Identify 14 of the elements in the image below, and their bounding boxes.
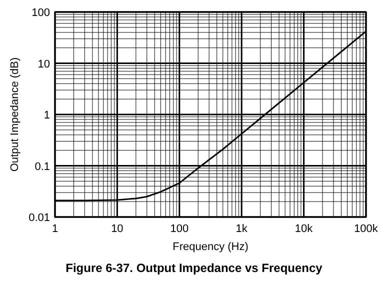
x-tick-label: 1k (236, 223, 248, 235)
y-tick-label: 0.1 (34, 160, 50, 173)
y-tick-label: 0.01 (28, 212, 50, 224)
x-tick-label: 100 (170, 223, 189, 235)
y-tick-label: 100 (32, 7, 50, 19)
y-tick-label: 1 (44, 110, 50, 122)
x-tick-label: 10 (111, 223, 124, 235)
text: Figure 6-37. Output Impedance vs Frequency (66, 261, 323, 275)
x-tick-label: 1 (52, 223, 58, 235)
x-tick-label: 100k (354, 223, 378, 235)
x-tick-label: 10k (294, 223, 314, 235)
x-axis-title: Frequency (Hz) (172, 241, 248, 253)
y-tick-label: 10 (38, 58, 50, 70)
y-axis-title: Output Impedance (dB) (9, 57, 21, 172)
